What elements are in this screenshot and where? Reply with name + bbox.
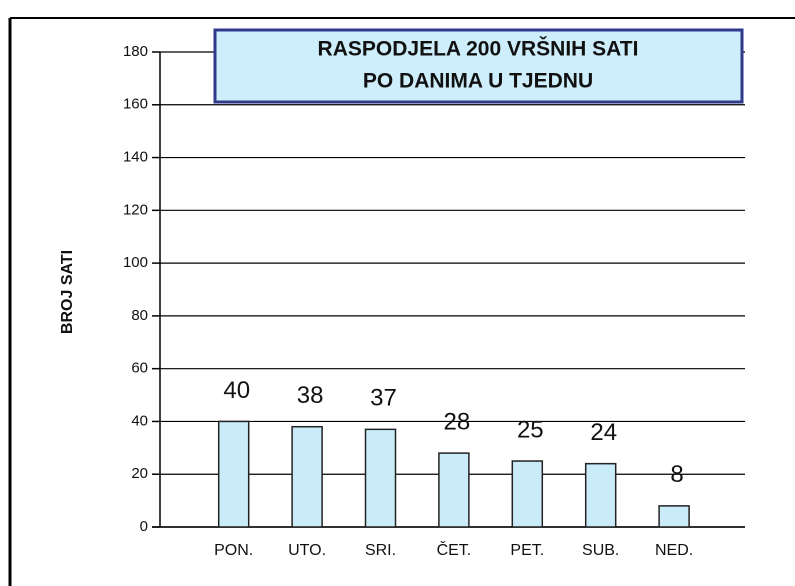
bar (511, 460, 544, 528)
y-tick-label: 60 (131, 360, 148, 377)
value-label: 40 (223, 377, 250, 404)
value-label: 24 (590, 419, 617, 446)
x-tick-label: SRI. (365, 542, 396, 559)
y-tick-label: 20 (131, 465, 148, 482)
x-tick-label: ČET. (437, 540, 472, 559)
value-label: 25 (517, 416, 544, 443)
y-tick-label: 180 (123, 43, 148, 60)
y-axis-label: BROJ SATI (59, 250, 76, 334)
bar (658, 505, 690, 528)
value-label: 8 (670, 461, 683, 488)
x-tick-label: UTO. (288, 542, 326, 559)
y-tick-label: 160 (123, 96, 148, 113)
y-tick-label: 0 (140, 518, 148, 535)
bar (291, 425, 323, 528)
value-label: 38 (297, 382, 324, 409)
y-tick-label: 40 (131, 412, 148, 429)
y-tick-label: 120 (123, 201, 148, 218)
chart-title: RASPODJELA 200 VRŠNIH SATI (318, 37, 639, 61)
x-tick-label: SUB. (582, 542, 619, 559)
x-tick-label: NED. (655, 542, 693, 559)
bar (364, 428, 397, 528)
y-tick-label: 80 (131, 307, 148, 324)
bar (217, 420, 250, 528)
bar (438, 452, 470, 528)
title-box (213, 28, 744, 104)
chart-title: PO DANIMA U TJEDNU (363, 70, 593, 93)
x-tick-label: PON. (214, 542, 253, 559)
y-tick-label: 100 (123, 254, 148, 271)
value-label: 37 (370, 385, 397, 412)
y-tick-label: 140 (123, 149, 148, 166)
x-tick-label: PET. (510, 542, 544, 559)
bar (584, 462, 617, 528)
value-label: 28 (444, 408, 471, 435)
